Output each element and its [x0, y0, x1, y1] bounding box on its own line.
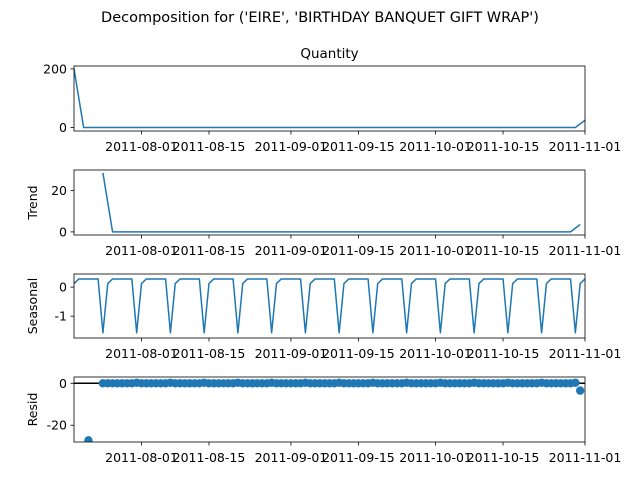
y-tick-label: 200 [43, 61, 67, 76]
x-tick-label: 2011-11-01 [549, 243, 622, 258]
x-tick-label: 2011-10-01 [399, 139, 472, 154]
y-tick-label: -1 [55, 309, 67, 324]
x-tick-label: 2011-11-01 [549, 346, 622, 361]
y-tick-label: 0 [59, 120, 67, 135]
x-tick-label: 2011-08-01 [105, 139, 178, 154]
resid-data [74, 378, 585, 442]
x-tick-label: 2011-09-15 [322, 139, 395, 154]
x-tick-label: 2011-09-01 [255, 346, 328, 361]
resid-frame [73, 376, 586, 443]
y-axis-label: Resid [25, 393, 40, 427]
x-tick-label: 2011-10-01 [399, 450, 472, 465]
x-tick-label: 2011-10-01 [399, 243, 472, 258]
figure-title: Decomposition for ('EIRE', 'BIRTHDAY BAN… [101, 10, 539, 26]
trend-frame [73, 169, 586, 236]
panel-title: Quantity [300, 46, 358, 62]
y-tick-label: 0 [59, 224, 67, 239]
x-tick-label: 2011-10-01 [399, 346, 472, 361]
x-tick-label: 2011-10-15 [467, 346, 540, 361]
y-tick-label: 0 [59, 376, 67, 391]
x-tick-label: 2011-11-01 [549, 450, 622, 465]
x-tick-label: 2011-08-15 [173, 346, 246, 361]
y-tick-label: 20 [51, 183, 67, 198]
y-axis-label: Seasonal [25, 278, 40, 335]
x-tick-label: 2011-09-01 [255, 243, 328, 258]
y-tick-label: 0 [59, 280, 67, 295]
x-tick-label: 2011-08-15 [173, 139, 246, 154]
x-tick-label: 2011-08-15 [173, 450, 246, 465]
observed-data [74, 68, 585, 129]
seasonal-data [74, 278, 585, 334]
x-tick-label: 2011-10-15 [467, 450, 540, 465]
observed-line [74, 68, 585, 129]
x-tick-label: 2011-11-01 [549, 139, 622, 154]
x-tick-label: 2011-09-15 [322, 346, 395, 361]
trend-data [102, 172, 581, 233]
observed-frame [73, 65, 586, 132]
x-tick-label: 2011-08-15 [173, 243, 246, 258]
y-axis-label: Trend [25, 185, 40, 220]
x-tick-label: 2011-08-01 [105, 450, 178, 465]
x-tick-label: 2011-10-15 [467, 139, 540, 154]
seasonal-line [74, 278, 585, 334]
trend-line [102, 172, 581, 233]
x-tick-label: 2011-08-01 [105, 243, 178, 258]
x-tick-label: 2011-08-01 [105, 346, 178, 361]
x-tick-label: 2011-09-01 [255, 139, 328, 154]
resid-point [571, 378, 580, 387]
x-tick-label: 2011-09-15 [322, 243, 395, 258]
x-tick-label: 2011-09-15 [322, 450, 395, 465]
y-tick-label: -20 [47, 418, 67, 433]
seasonal-frame [73, 273, 586, 339]
x-tick-label: 2011-09-01 [255, 450, 328, 465]
resid-point [84, 436, 93, 442]
x-tick-label: 2011-10-15 [467, 243, 540, 258]
resid-point [575, 386, 585, 395]
